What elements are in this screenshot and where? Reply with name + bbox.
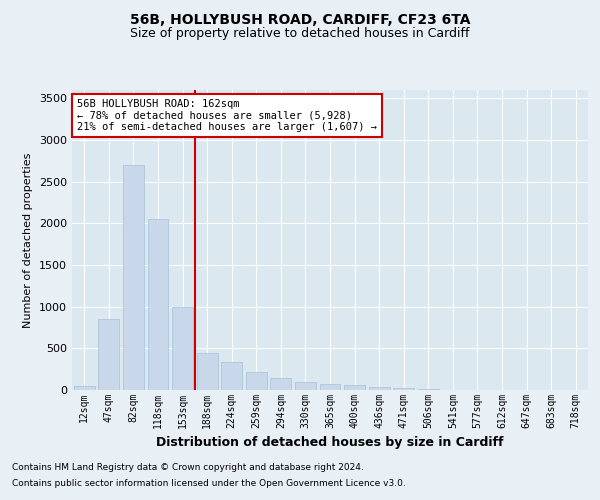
Bar [123,165,144,390]
Bar [148,219,169,390]
Bar [344,386,365,390]
Bar [74,386,95,390]
Bar [368,386,389,390]
Text: Size of property relative to detached houses in Cardiff: Size of property relative to detached ho… [130,28,470,40]
Bar [98,319,119,390]
Text: 56B, HOLLYBUSH ROAD, CARDIFF, CF23 6TA: 56B, HOLLYBUSH ROAD, CARDIFF, CF23 6TA [130,12,470,26]
Bar [172,306,193,390]
Bar [246,372,267,390]
Bar [221,362,242,390]
Bar [197,352,218,390]
Y-axis label: Number of detached properties: Number of detached properties [23,152,34,328]
Bar [271,378,292,390]
Bar [320,384,340,390]
Text: Contains public sector information licensed under the Open Government Licence v3: Contains public sector information licen… [12,478,406,488]
Text: Contains HM Land Registry data © Crown copyright and database right 2024.: Contains HM Land Registry data © Crown c… [12,464,364,472]
Text: 56B HOLLYBUSH ROAD: 162sqm
← 78% of detached houses are smaller (5,928)
21% of s: 56B HOLLYBUSH ROAD: 162sqm ← 78% of deta… [77,99,377,132]
Bar [418,389,439,390]
Bar [295,382,316,390]
Bar [393,388,414,390]
Text: Distribution of detached houses by size in Cardiff: Distribution of detached houses by size … [156,436,504,449]
